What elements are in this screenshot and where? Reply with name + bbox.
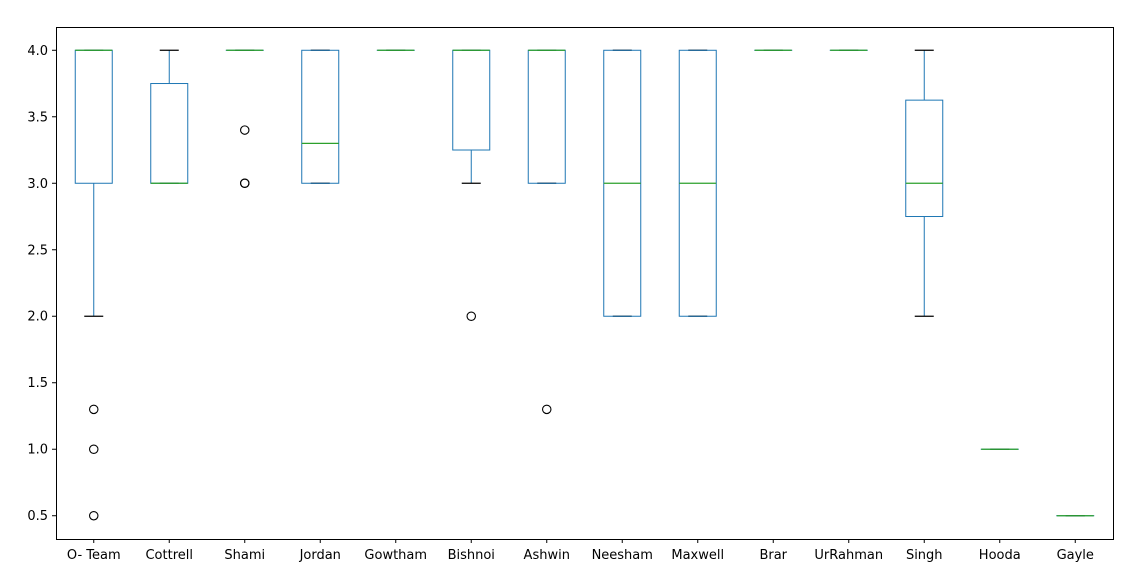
x-tick-label: Bishnoi: [448, 548, 495, 563]
box-group: [452, 49, 491, 321]
box-group: [678, 49, 717, 317]
outlier-point: [89, 404, 99, 415]
x-tick-label: Brar: [759, 548, 787, 563]
box-group: [905, 49, 944, 317]
x-tick-label: Shami: [224, 548, 265, 563]
x-tick-label: Ashwin: [524, 548, 570, 563]
y-tick-label: 2.0: [27, 310, 48, 325]
x-tick-label: Gowtham: [364, 548, 427, 563]
box: [527, 49, 566, 184]
x-tick-label: Gayle: [1057, 548, 1094, 563]
outlier-point: [240, 125, 250, 135]
y-tick-label: 3.0: [27, 177, 48, 192]
plot-frame: [56, 27, 1114, 540]
x-axis: O- Team Cottrell Shami Jordan Gowtham Bishnoi…: [67, 539, 1094, 563]
box-group: [603, 49, 642, 317]
box-group: [150, 49, 189, 184]
box: [452, 49, 491, 151]
y-tick-label: 1.5: [27, 376, 48, 391]
box: [905, 99, 944, 218]
box-group: [527, 49, 566, 415]
y-tick-label: 1.0: [27, 443, 48, 458]
x-tick-label: Jordan: [299, 548, 341, 563]
plot-area: [74, 49, 1095, 521]
box-group: [225, 49, 264, 189]
x-tick-label: Maxwell: [671, 548, 724, 563]
x-tick-label: Cottrell: [145, 548, 193, 563]
outlier-point: [89, 444, 99, 454]
outlier-point: [466, 311, 476, 321]
outlier-point: [240, 178, 250, 189]
box-group: [301, 49, 340, 184]
box: [301, 49, 340, 184]
y-tick-label: 2.5: [27, 243, 48, 258]
x-tick-label: Hooda: [979, 548, 1021, 563]
box: [74, 49, 113, 184]
y-axis: 0.5 1.0 1.5 2.0 2.5 3.0 3.5 4.0: [27, 44, 56, 524]
y-tick-label: 0.5: [27, 509, 48, 524]
outlier-point: [89, 510, 99, 521]
box-group: [74, 49, 113, 521]
outlier-point: [541, 404, 552, 415]
y-tick-label: 3.5: [27, 110, 48, 125]
x-tick-label: O- Team: [67, 548, 121, 563]
x-tick-label: Singh: [906, 548, 943, 563]
box: [150, 83, 189, 184]
x-tick-label: Neesham: [592, 548, 653, 563]
y-tick-label: 4.0: [27, 44, 48, 59]
x-tick-label: UrRahman: [814, 548, 883, 563]
